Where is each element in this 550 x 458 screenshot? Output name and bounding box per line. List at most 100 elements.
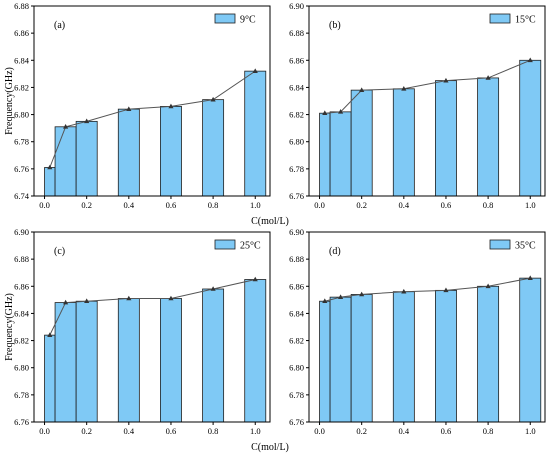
y-tick-label: 6.80 [14, 110, 29, 120]
data-point [252, 276, 258, 282]
y-tick-label: 6.82 [14, 82, 29, 92]
x-axis-label: C(mol/L) [251, 442, 289, 453]
x-tick-label: 0.4 [124, 200, 135, 210]
x-axis-label: C(mol/L) [251, 216, 289, 227]
y-tick-label: 6.88 [289, 254, 304, 264]
bar [54, 302, 77, 423]
x-tick-label: 0.2 [356, 200, 367, 210]
bar [160, 106, 182, 197]
x-tick-label: 0.6 [166, 426, 177, 436]
data-point [63, 123, 69, 129]
bar [350, 89, 373, 197]
data-point [126, 295, 132, 301]
data-point [168, 295, 174, 301]
legend-label: 15°C [515, 15, 536, 26]
y-tick-label: 6.82 [14, 336, 29, 346]
data-point [84, 118, 90, 124]
y-tick-label: 6.76 [14, 164, 29, 174]
y-tick-label: 6.84 [289, 308, 305, 318]
y-tick-label: 6.74 [14, 191, 30, 201]
y-axis-label: Frequency(GHz) [4, 293, 15, 361]
y-tick-label: 6.78 [14, 390, 29, 400]
bar [244, 279, 267, 423]
bar [202, 99, 225, 197]
data-point [485, 283, 491, 289]
data-point [401, 85, 407, 91]
bar [329, 296, 352, 423]
panel-4: 6.76 6.78 6.80 6.82 6.84 6.86 6.88 6.90 0.0 0.2 0.… [251, 227, 546, 453]
y-tick-label: 6.76 [289, 191, 304, 201]
bar [244, 70, 267, 197]
x-tick-label: 0.8 [208, 200, 219, 210]
bar [435, 80, 457, 197]
bar [117, 298, 140, 423]
data-point [126, 106, 132, 111]
data-point [359, 87, 365, 92]
bar [44, 334, 56, 423]
bar [160, 298, 182, 423]
y-tick-label: 6.76 [14, 417, 29, 427]
data-point [322, 110, 328, 116]
data-point [338, 109, 344, 114]
y-tick-label: 6.80 [289, 363, 304, 373]
data-point [338, 294, 344, 299]
x-tick-label: 0.8 [483, 426, 494, 436]
y-tick-label: 6.86 [289, 55, 304, 65]
bar [44, 167, 56, 197]
data-point [485, 75, 491, 80]
bar [392, 88, 415, 197]
x-tick-label: 0.4 [399, 200, 410, 210]
bar [519, 59, 542, 197]
plot-frame [308, 231, 546, 423]
bar [519, 277, 542, 423]
data-point [359, 291, 365, 297]
y-axis-label: Frequency(GHz) [4, 67, 15, 135]
y-tick-label: 6.78 [14, 137, 29, 147]
data-point [63, 299, 69, 305]
y-tick-label: 6.82 [289, 336, 304, 346]
x-tick-label: 0.8 [208, 426, 219, 436]
legend-swatch [489, 13, 511, 24]
data-point [84, 298, 90, 304]
panel-label: (a) [54, 20, 65, 31]
y-tick-label: 6.84 [289, 82, 305, 92]
bar [75, 120, 98, 197]
bar [435, 289, 457, 423]
x-tick-label: 1.0 [525, 426, 536, 436]
y-tick-label: 6.90 [289, 227, 304, 237]
bar [477, 285, 500, 423]
bar [117, 108, 140, 197]
legend-label: 25°C [240, 241, 261, 252]
plot-frame [33, 231, 271, 423]
panel-label: (b) [329, 20, 341, 31]
data-point [47, 164, 53, 170]
data-point [443, 287, 449, 293]
x-tick-label: 1.0 [250, 200, 261, 210]
bar [319, 112, 331, 197]
y-tick-label: 6.76 [289, 417, 304, 427]
data-point [527, 57, 533, 63]
x-tick-label: 0.2 [81, 426, 92, 436]
legend-swatch [214, 13, 236, 24]
data-point [47, 332, 53, 337]
y-tick-label: 6.84 [14, 308, 30, 318]
panel-3: 6.76 6.78 6.80 6.82 6.84 6.86 6.88 6.90 0.0 0.2 0.… [4, 227, 271, 436]
panel-1: 6.74 6.76 6.78 6.80 6.82 6.84 6.86 6.88 0.0 0.2 0.… [4, 1, 271, 210]
x-tick-label: 0.0 [39, 200, 50, 210]
x-tick-label: 1.0 [525, 200, 536, 210]
data-point [401, 288, 407, 294]
data-point [168, 103, 174, 109]
y-tick-label: 6.78 [289, 390, 304, 400]
x-tick-label: 0.2 [356, 426, 367, 436]
x-tick-label: 0.6 [441, 426, 452, 436]
x-tick-label: 0.0 [314, 426, 325, 436]
x-tick-label: 0.0 [39, 426, 50, 436]
x-tick-label: 0.6 [166, 200, 177, 210]
data-point [443, 77, 449, 83]
y-tick-label: 6.88 [14, 254, 29, 264]
data-point [527, 275, 533, 280]
bar [350, 294, 373, 423]
data-point [210, 286, 216, 291]
x-tick-label: 1.0 [250, 426, 261, 436]
